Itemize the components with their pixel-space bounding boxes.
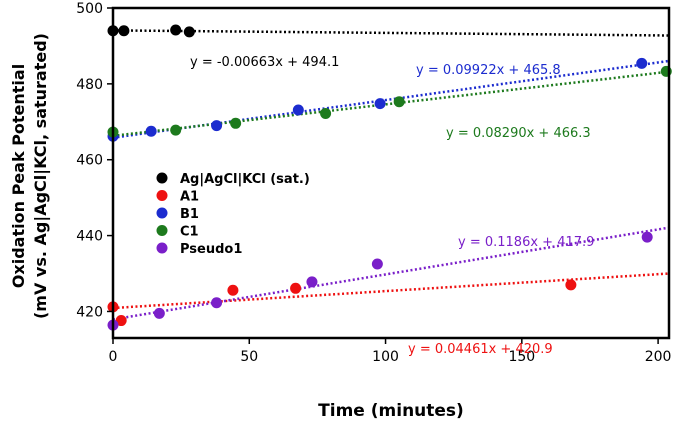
- x-tick-label: 50: [240, 349, 258, 365]
- data-point-pseudo1: [371, 258, 383, 270]
- data-point-pseudo1: [641, 231, 653, 243]
- equation-pseudo1: y = 0.1186x + 417.9: [458, 235, 594, 250]
- data-point-a1: [227, 284, 239, 296]
- x-tick-label: 100: [372, 349, 399, 365]
- data-point-c1: [320, 107, 332, 119]
- data-point-b1: [211, 120, 223, 132]
- data-point-pseudo1: [211, 297, 223, 309]
- legend-marker: [156, 172, 168, 184]
- data-point-c1: [393, 96, 405, 108]
- fit-line-a1: [112, 272, 670, 310]
- data-point-a1: [565, 279, 577, 291]
- data-point-c1: [170, 124, 182, 136]
- plot-frame: [111, 6, 671, 340]
- equation-b1: y = 0.09922x + 465.8: [416, 63, 561, 78]
- x-tick-label: 200: [645, 349, 672, 365]
- y-tick-label: 420: [76, 304, 103, 320]
- y-axis-title-line1: Oxidation Peak Potential: [9, 64, 28, 288]
- legend-marker: [156, 225, 168, 236]
- legend-marker: [156, 242, 168, 254]
- legend-marker: [156, 207, 168, 219]
- data-point-a1: [115, 315, 127, 327]
- y-tick-label: 440: [76, 229, 103, 245]
- y-axis-title-line2: (mV vs. Ag|AgCl|KCl, saturated): [31, 33, 51, 319]
- legend-label: B1: [180, 207, 199, 222]
- legend-marker: [156, 190, 168, 201]
- data-point-ag-agcl-kcl-sat-: [170, 24, 182, 36]
- fit-equations: y = -0.00663x + 494.1 y = 0.04461x + 420.…: [190, 55, 594, 357]
- data-point-a1: [290, 282, 302, 294]
- x-tick-label: 150: [508, 349, 535, 365]
- y-tick-label: 480: [76, 77, 103, 93]
- equation-a1: y = 0.04461x + 420.9: [408, 342, 553, 357]
- data-point-c1: [230, 117, 242, 129]
- data-point-b1: [145, 125, 157, 137]
- equation-c1: y = 0.08290x + 466.3: [446, 126, 591, 141]
- axis-ticks: 0 50 100 150 200 420 440 460 480 500: [76, 1, 671, 365]
- fit-line-c1: [112, 70, 670, 138]
- x-tick-label: 0: [109, 349, 118, 365]
- y-tick-label: 460: [76, 153, 103, 169]
- x-axis-title: Time (minutes): [318, 401, 464, 421]
- data-point-pseudo1: [306, 276, 318, 288]
- legend-label: A1: [180, 190, 199, 205]
- y-tick-label: 500: [76, 1, 103, 17]
- data-point-b1: [292, 104, 304, 116]
- fit-lines: [112, 29, 670, 321]
- fit-line-pseudo1: [112, 226, 670, 321]
- legend-label: Pseudo1: [180, 242, 242, 257]
- equation-ag-agcl-kcl-sat-: y = -0.00663x + 494.1: [190, 55, 339, 70]
- data-point-pseudo1: [153, 307, 165, 319]
- legend-label: C1: [180, 225, 199, 240]
- data-point-b1: [636, 57, 648, 69]
- fit-line-b1: [112, 59, 670, 139]
- data-point-ag-agcl-kcl-sat-: [118, 25, 130, 37]
- data-point-ag-agcl-kcl-sat-: [183, 26, 195, 38]
- data-point-b1: [374, 98, 386, 110]
- legend-label: Ag|AgCl|KCl (sat.): [180, 172, 310, 187]
- fit-line-ag-agcl-kcl-sat-: [112, 29, 670, 37]
- legend: Ag|AgCl|KCl (sat.) A1 B1 C1 Pseudo1: [156, 172, 310, 257]
- data-points: [107, 24, 672, 331]
